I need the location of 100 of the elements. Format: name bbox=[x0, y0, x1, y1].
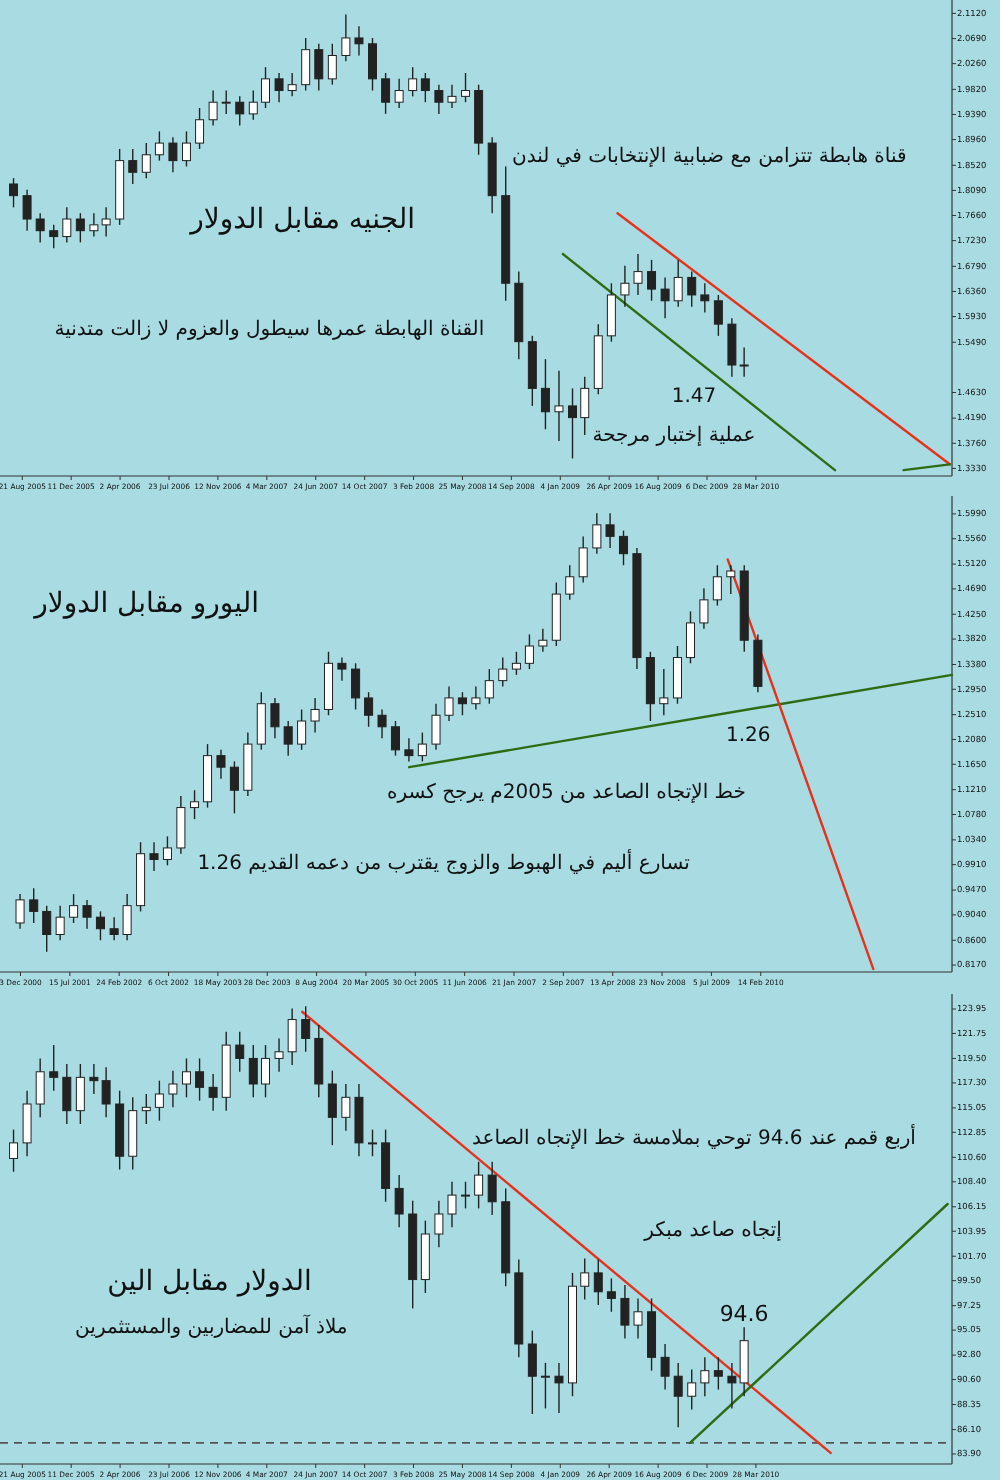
candlestick bbox=[22, 189, 32, 232]
candlestick bbox=[49, 1044, 59, 1092]
candlestick bbox=[417, 731, 427, 763]
candlestick bbox=[323, 651, 334, 716]
candlestick bbox=[673, 1362, 683, 1429]
candlestick bbox=[149, 841, 159, 872]
candlestick bbox=[685, 610, 696, 665]
candlestick bbox=[327, 1069, 337, 1146]
candlestick bbox=[461, 72, 470, 103]
candlestick bbox=[337, 656, 347, 682]
candlestick bbox=[181, 130, 191, 168]
candlestick bbox=[35, 1057, 45, 1119]
text: اليورو مقابل الدولار bbox=[32, 587, 259, 620]
candlestick bbox=[471, 685, 481, 711]
candlestick bbox=[687, 270, 697, 308]
candlestick bbox=[647, 1297, 657, 1372]
candlestick bbox=[154, 1079, 164, 1122]
candlestick bbox=[404, 737, 414, 763]
candlestick bbox=[498, 656, 508, 688]
candlestick bbox=[474, 1161, 484, 1210]
candlestick bbox=[310, 697, 320, 734]
candlestick bbox=[659, 668, 669, 716]
annotation: 1.26 bbox=[726, 725, 771, 748]
candlestick bbox=[726, 564, 736, 595]
candlestick bbox=[712, 564, 722, 607]
candlestick bbox=[341, 13, 351, 63]
candlestick bbox=[538, 628, 548, 653]
candlestick bbox=[351, 662, 361, 711]
annotation: تسارع أليم في الهبوط والزوج يقترب من دعمه القديم 1.26 bbox=[197, 849, 691, 876]
candlestick bbox=[141, 142, 151, 179]
candlestick bbox=[62, 206, 72, 244]
candlestick bbox=[713, 294, 723, 337]
candlestick bbox=[75, 1063, 85, 1125]
candlestick bbox=[287, 1007, 297, 1066]
candlestick bbox=[22, 1089, 32, 1157]
candlestick bbox=[287, 72, 297, 98]
candlestick bbox=[235, 1031, 245, 1073]
text: الدولار مقابل الين bbox=[107, 1265, 312, 1298]
candlestick bbox=[551, 581, 561, 647]
candlestick bbox=[368, 1128, 377, 1157]
candlestick bbox=[700, 1356, 710, 1397]
candlestick bbox=[364, 691, 374, 728]
candlestick bbox=[301, 37, 311, 92]
annotation: أربع قمم عند 94.6 توحي بملامسة خط الإتجاه الصاعد bbox=[472, 1123, 917, 1150]
text: ملاذ آمن للمضاربين والمستثمرين bbox=[75, 1313, 348, 1340]
candlestick bbox=[168, 136, 178, 173]
candlestick bbox=[645, 651, 655, 722]
candlestick bbox=[29, 887, 39, 924]
candlestick bbox=[162, 835, 172, 866]
candlestick bbox=[687, 1368, 697, 1411]
candlestick bbox=[554, 1362, 564, 1414]
annotation: 94.6 bbox=[719, 1301, 769, 1328]
candlestick bbox=[660, 1343, 670, 1391]
candlestick bbox=[713, 1356, 723, 1391]
candlestick bbox=[95, 910, 105, 941]
candlestick bbox=[554, 370, 564, 442]
candlestick bbox=[394, 1174, 404, 1229]
candlestick bbox=[341, 1083, 351, 1132]
candlestick bbox=[457, 691, 467, 716]
candlestick bbox=[154, 130, 164, 162]
candlestick bbox=[527, 1329, 537, 1415]
candlestick bbox=[141, 1093, 151, 1125]
candlestick bbox=[524, 633, 534, 670]
candlestick bbox=[256, 691, 266, 751]
candlestick bbox=[301, 1005, 311, 1053]
candlestick bbox=[487, 1161, 497, 1216]
candlestick bbox=[540, 1362, 550, 1410]
candlestick bbox=[176, 795, 186, 855]
candlestick bbox=[69, 893, 79, 924]
candlestick bbox=[297, 708, 307, 751]
candlestick bbox=[314, 43, 324, 92]
candlestick bbox=[673, 259, 683, 308]
candlestick bbox=[699, 587, 709, 630]
annotation: 1.47 bbox=[671, 385, 717, 408]
candlestick bbox=[753, 633, 763, 693]
candlestick bbox=[527, 335, 537, 407]
candlestick bbox=[408, 66, 418, 98]
candlestick bbox=[35, 212, 45, 244]
candlestick bbox=[274, 1037, 284, 1073]
candlestick bbox=[55, 904, 65, 941]
candlestick bbox=[128, 1096, 138, 1171]
candlestick bbox=[82, 899, 92, 930]
candlestick bbox=[461, 1181, 470, 1210]
candlestick bbox=[420, 1219, 430, 1294]
candlestick bbox=[660, 276, 670, 320]
candlestick bbox=[168, 1069, 178, 1109]
annotation: خط الإتجاه الصاعد من 2005م يرجح كسره bbox=[386, 781, 746, 804]
candlestick bbox=[229, 760, 239, 815]
candlestick bbox=[274, 72, 284, 103]
candlestick bbox=[377, 708, 387, 740]
candlestick bbox=[283, 720, 293, 757]
candlestick bbox=[195, 107, 205, 150]
candlestick bbox=[49, 224, 59, 249]
candlestick bbox=[270, 697, 280, 740]
candlestick bbox=[195, 1057, 205, 1102]
candlestick bbox=[221, 89, 231, 115]
candlestick bbox=[606, 282, 616, 343]
candlestick bbox=[327, 43, 337, 86]
candlestick bbox=[394, 78, 404, 109]
candlestick bbox=[181, 1057, 191, 1099]
